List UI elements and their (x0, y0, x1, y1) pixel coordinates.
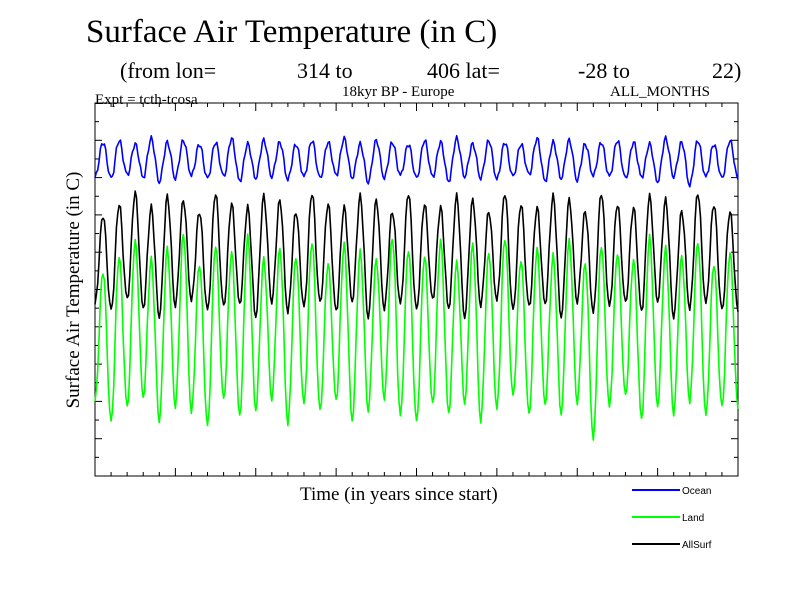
region-label: 18kyr BP - Europe (342, 84, 455, 100)
legend-label-allsurf: AllSurf (682, 540, 712, 551)
subtitle-lon-end: 406 lat= (427, 58, 500, 83)
series-line-ocean (94, 134, 739, 188)
legend-label-land: Land (682, 513, 705, 524)
subtitle-lon-start: 314 to (297, 58, 353, 83)
subtitle-from-lon: (from lon= (120, 58, 217, 83)
months-label: ALL_MONTHS (610, 84, 710, 100)
chart-title: Surface Air Temperature (in C) (86, 14, 498, 50)
x-axis-label: Time (in years since start) (300, 484, 498, 505)
subtitle-lat-start: -28 to (578, 58, 630, 83)
legend-label-ocean: Ocean (682, 486, 712, 497)
series-line-allsurf (94, 190, 739, 320)
subtitle-lat-end: 22) (712, 58, 742, 83)
experiment-label: Expt = tcth-tcosa (95, 92, 198, 108)
series-line-land (94, 233, 739, 441)
